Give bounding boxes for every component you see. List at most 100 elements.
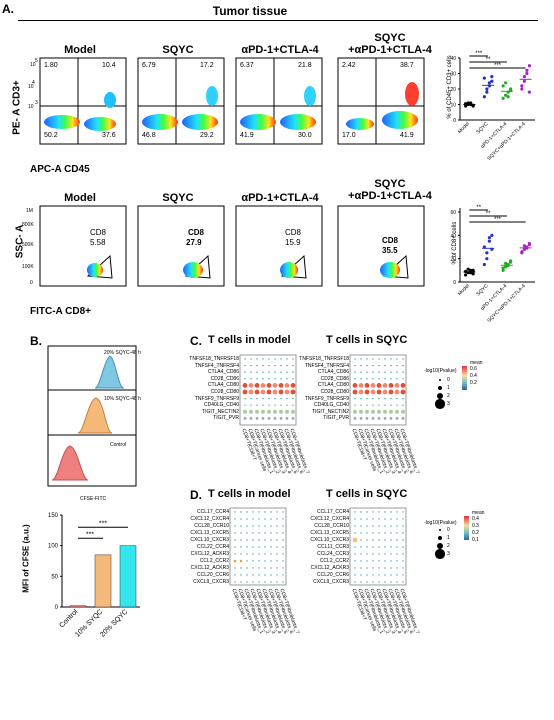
dot [268,397,270,400]
panel-c-mean-label: mean [470,360,483,366]
row1-summary-ylabel: % of CD45+ CD3+ cells [447,55,453,119]
dot [258,581,260,583]
dot [262,404,264,406]
dot [396,378,398,380]
ytick-label: 60 [450,210,456,216]
dot [246,560,248,562]
dot [278,383,284,388]
dot [396,567,398,569]
row-label: CCL17_CCR4 [197,509,229,515]
dot [255,409,259,414]
dot [354,574,356,576]
dot [266,389,272,395]
data-point [504,261,508,265]
row1-title-apd1: αPD-1+CTLA-4 [241,44,319,56]
dot [372,371,374,373]
dot [264,553,266,555]
dot [252,539,254,541]
dot [270,518,272,520]
dot [240,581,242,583]
dot [402,539,404,541]
data-point [487,81,491,85]
dot [354,567,356,569]
dot [402,553,404,555]
row-label: CD28_CD86 [210,375,239,382]
row2-ytick-1m: 1M [26,208,33,214]
row-label: TIGIT_NECTIN2 [202,408,239,415]
dot [278,389,284,395]
row2-ytick-100k: 100K [22,264,34,270]
data-point [501,96,505,100]
dot [390,553,392,555]
dot [262,358,264,360]
data-point [490,75,494,79]
significance-label: *** [475,51,483,57]
dot [256,378,258,380]
dot [240,539,242,541]
dot [276,546,278,548]
q-apd1-ll: 41.9 [240,132,254,139]
dot [249,409,253,414]
row-label: CCL2_CCR2 [319,558,349,564]
significance-label: ** [476,205,481,211]
dot [390,511,392,513]
dot [262,378,264,380]
dot [378,553,380,555]
dot [270,546,272,548]
dot [402,397,404,400]
dot [376,389,382,395]
dot [252,553,254,555]
dot [267,417,271,420]
row2-title-combo-b: +αPD-1+CTLA-4 [348,190,432,202]
data-point [522,247,526,251]
data-point [527,64,531,68]
dot [234,539,236,541]
dot [364,383,370,388]
dot [360,574,362,576]
dot [272,383,278,388]
dot [396,546,398,548]
dot [262,397,264,400]
data-point [520,84,524,88]
gate-model-value: 5.58 [90,238,106,247]
row2-summary-ylabel: % of CD8+ cells [452,221,458,265]
panel-d-title-left: T cells in model [208,488,291,500]
dot [382,383,388,388]
data-point [504,81,508,85]
dot [252,525,254,527]
row1-plot-sqyc [137,57,225,145]
dot [360,358,362,360]
dot [352,389,358,395]
panel-b-letter: B. [30,334,42,348]
dot [372,546,374,548]
dot [252,574,254,576]
data-point [485,87,489,91]
dot [384,511,386,513]
dot [274,364,276,367]
dot [258,525,260,527]
dot [378,404,380,406]
dot [240,518,242,520]
row-label: CD28_CD86 [320,375,349,382]
dot [239,559,243,563]
dot [276,581,278,583]
data-point [471,104,475,108]
category-label: Model [457,283,471,297]
dot [270,574,272,576]
dot [388,389,394,395]
dot [274,378,276,380]
dot [234,553,236,555]
row-label: CCL20_CCR6 [197,572,229,578]
dot [396,560,398,562]
dot [378,574,380,576]
dot [254,383,260,388]
q-combo-ul: 2.42 [342,62,356,69]
dot [396,371,398,373]
dot [402,364,404,367]
dot [258,518,260,520]
row-label: TNFSF4_TNFRSF4 [194,362,239,369]
dot [354,518,356,520]
dot [240,567,242,569]
dot [384,560,386,562]
data-point [504,265,508,269]
